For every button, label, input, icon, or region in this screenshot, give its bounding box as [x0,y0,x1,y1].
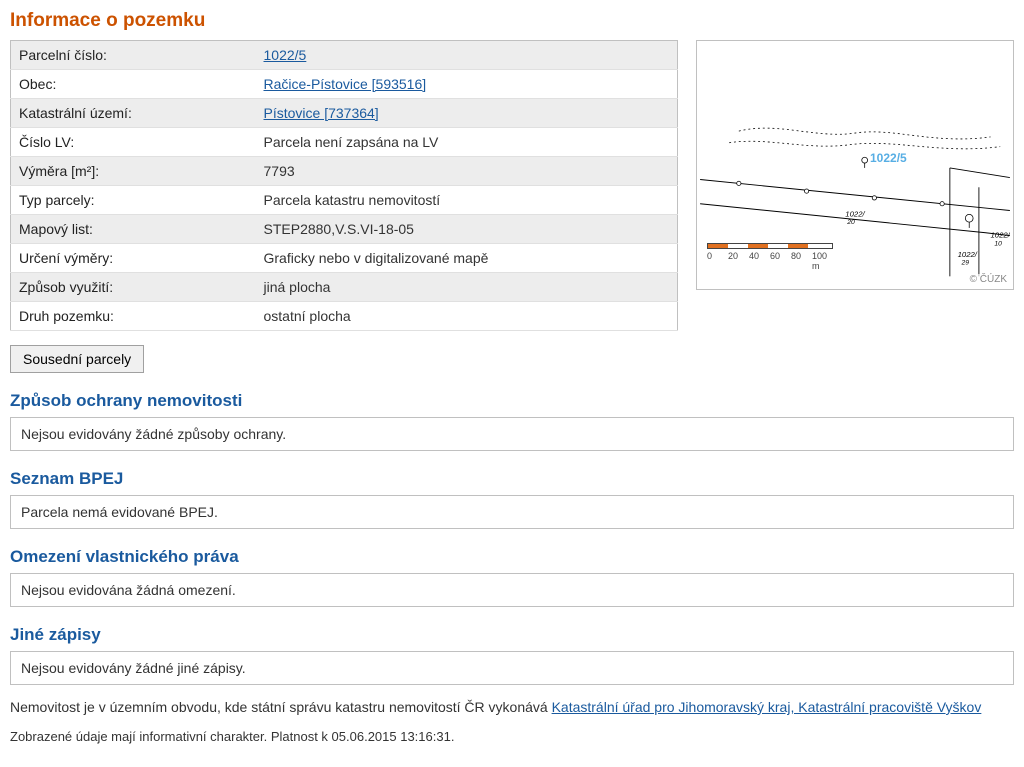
row-value: Parcela není zapsána na LV [256,128,678,157]
table-row: Parcelní číslo: 1022/5 [11,41,678,70]
table-row: Typ parcely:Parcela katastru nemovitostí [11,186,678,215]
page-title: Informace o pozemku [10,10,1014,32]
row-value: Račice-Pístovice [593516] [256,70,678,99]
svg-text:1022/: 1022/ [991,231,1010,240]
section-title: Jiné zápisy [10,625,1014,645]
scale-label: 20 [728,251,749,271]
scale-label: 80 [791,251,812,271]
svg-text:1022/: 1022/ [845,209,865,218]
row-label: Určení výměry: [11,244,256,273]
row-label: Druh pozemku: [11,302,256,331]
scale-label: 40 [749,251,770,271]
row-value-link[interactable]: Račice-Pístovice [593516] [264,76,427,92]
row-value-link[interactable]: 1022/5 [264,47,307,63]
section-title: Seznam BPEJ [10,469,1014,489]
map-parcel-label: 1022/5 [870,151,907,165]
map-scale-bar: 020406080100 m [707,243,833,271]
svg-text:1022/: 1022/ [958,250,978,259]
table-row: Číslo LV:Parcela není zapsána na LV [11,128,678,157]
row-label: Výměra [m²]: [11,157,256,186]
section-title: Způsob ochrany nemovitosti [10,391,1014,411]
table-row: Obec: Račice-Pístovice [593516] [11,70,678,99]
info-table: Parcelní číslo: 1022/5 Obec: Račice-Pístovi… [10,40,678,331]
svg-text:29: 29 [960,260,969,267]
row-value: jiná plocha [256,273,678,302]
cadastral-office-link[interactable]: Katastrální úřad pro Jihomoravský kraj, … [552,699,982,715]
scale-label: 0 [707,251,728,271]
table-row: Výměra [m²]:7793 [11,157,678,186]
row-value: ostatní plocha [256,302,678,331]
section-body: Nejsou evidována žádná omezení. [10,573,1014,607]
info-table-wrapper: Parcelní číslo: 1022/5 Obec: Račice-Pístovi… [10,40,678,373]
row-value: 1022/5 [256,41,678,70]
row-label: Mapový list: [11,215,256,244]
row-label: Číslo LV: [11,128,256,157]
neighbor-parcels-button[interactable]: Sousední parcely [10,345,144,373]
row-label: Způsob využití: [11,273,256,302]
row-value: Parcela katastru nemovitostí [256,186,678,215]
section-title: Omezení vlastnického práva [10,547,1014,567]
table-row: Mapový list:STEP2880,V.S.VI-18-05 [11,215,678,244]
map-copyright: © ČÚZK [968,274,1009,285]
table-row: Druh pozemku:ostatní plocha [11,302,678,331]
row-value: STEP2880,V.S.VI-18-05 [256,215,678,244]
row-value: Pístovice [737364] [256,99,678,128]
row-value-link[interactable]: Pístovice [737364] [264,105,379,121]
scale-label: 100 m [812,251,833,271]
row-value: Graficky nebo v digitalizované mapě [256,244,678,273]
map-thumbnail[interactable]: 1022/ 20 1022/ 29 1022/ 10 1022/5 020406… [696,40,1014,290]
svg-text:20: 20 [846,219,855,226]
row-label: Parcelní číslo: [11,41,256,70]
table-row: Katastrální území: Pístovice [737364] [11,99,678,128]
section-body: Parcela nemá evidované BPEJ. [10,495,1014,529]
section-body: Nejsou evidovány žádné způsoby ochrany. [10,417,1014,451]
row-label: Typ parcely: [11,186,256,215]
scale-label: 60 [770,251,791,271]
row-label: Obec: [11,70,256,99]
svg-text:10: 10 [994,240,1002,247]
row-value: 7793 [256,157,678,186]
table-row: Způsob využití:jiná plocha [11,273,678,302]
jurisdiction-prefix: Nemovitost je v územním obvodu, kde stát… [10,699,552,715]
validity-timestamp: Zobrazené údaje mají informativní charak… [10,729,1014,744]
top-row: Parcelní číslo: 1022/5 Obec: Račice-Pístovi… [10,40,1014,373]
section-body: Nejsou evidovány žádné jiné zápisy. [10,651,1014,685]
table-row: Určení výměry:Graficky nebo v digitalizo… [11,244,678,273]
row-label: Katastrální území: [11,99,256,128]
jurisdiction-note: Nemovitost je v územním obvodu, kde stát… [10,699,1014,715]
